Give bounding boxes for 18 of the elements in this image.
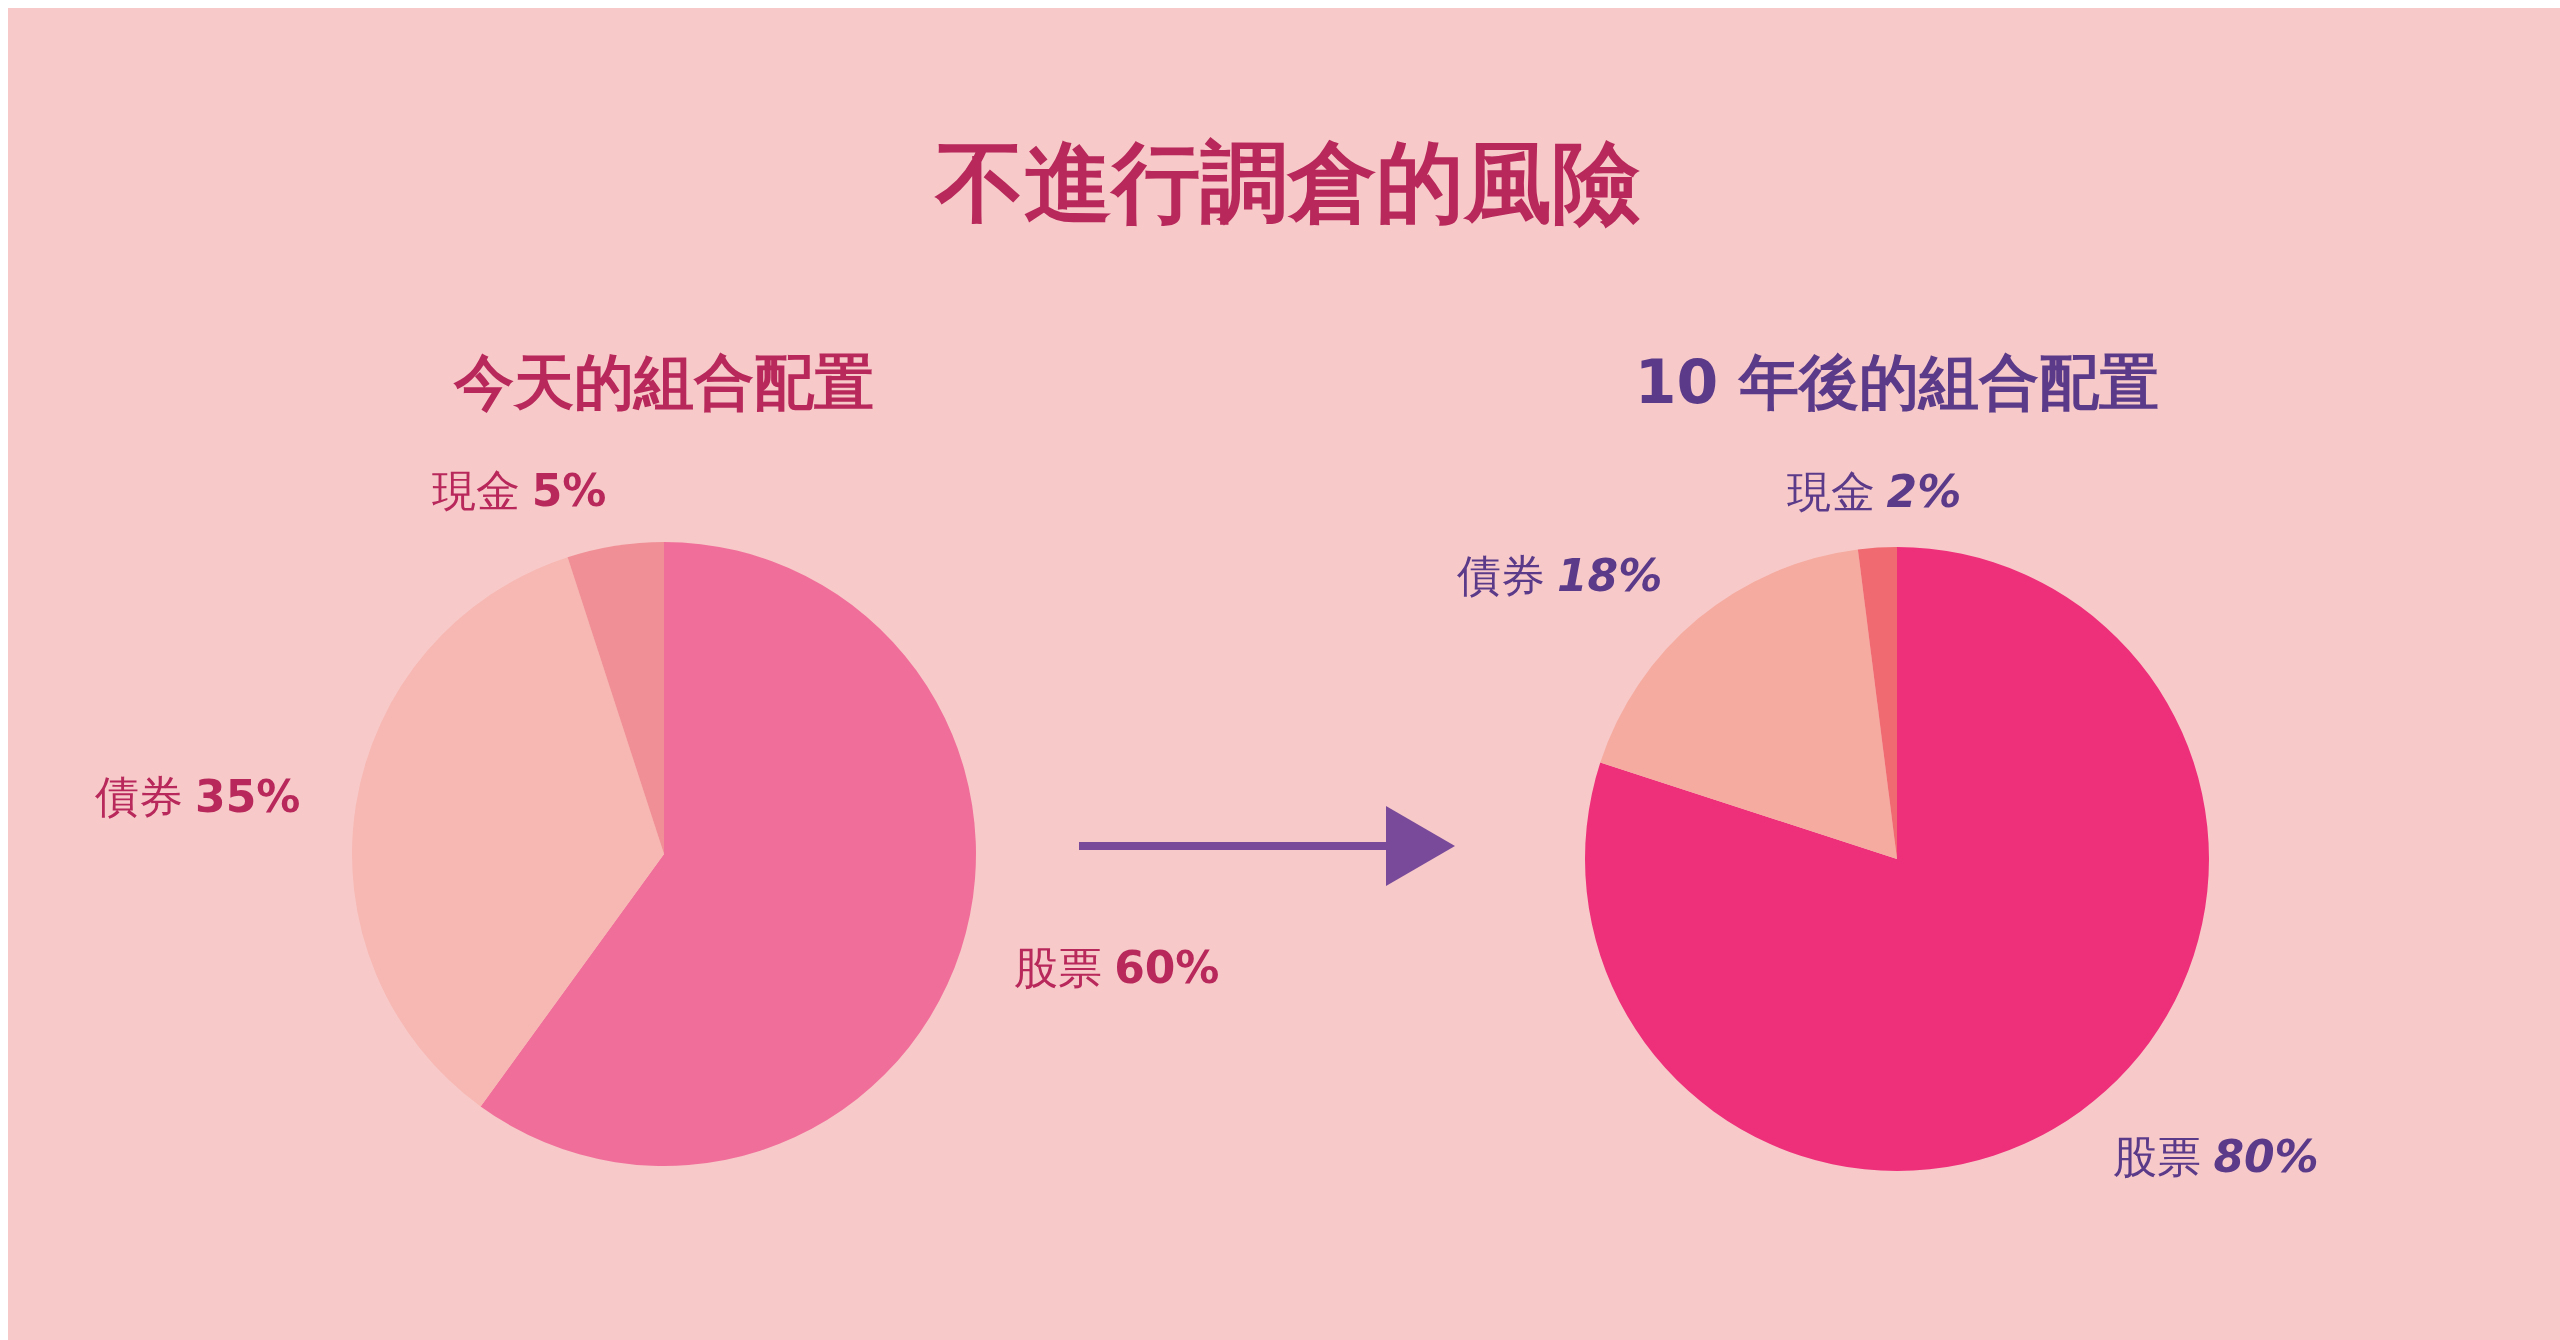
chart-title: 不進行調倉的風險 bbox=[934, 131, 1640, 234]
slice-label: 債券 bbox=[95, 770, 184, 822]
data-label: 2% bbox=[1886, 465, 1962, 517]
chart-subtitle: 今天的組合配置 bbox=[453, 347, 874, 417]
data-label: 18% bbox=[1557, 549, 1663, 601]
slice-label: 股票 bbox=[1014, 942, 1103, 994]
data-label: 80% bbox=[2213, 1131, 2319, 1183]
data-label: 60% bbox=[1114, 942, 1220, 994]
slice-label: 股票 bbox=[2113, 1131, 2202, 1183]
pie-slice bbox=[567, 542, 664, 854]
slice-label: 債券 bbox=[1457, 549, 1545, 601]
pie-slice bbox=[352, 557, 664, 1107]
data-label: 35% bbox=[195, 770, 301, 822]
pie-slice bbox=[480, 542, 976, 1166]
slice-label: 現金 bbox=[431, 464, 520, 516]
data-label: 5% bbox=[531, 464, 607, 516]
slice-label: 現金 bbox=[1786, 465, 1875, 517]
chart-subtitle: 10 年後的組合配置 bbox=[1634, 347, 2160, 417]
